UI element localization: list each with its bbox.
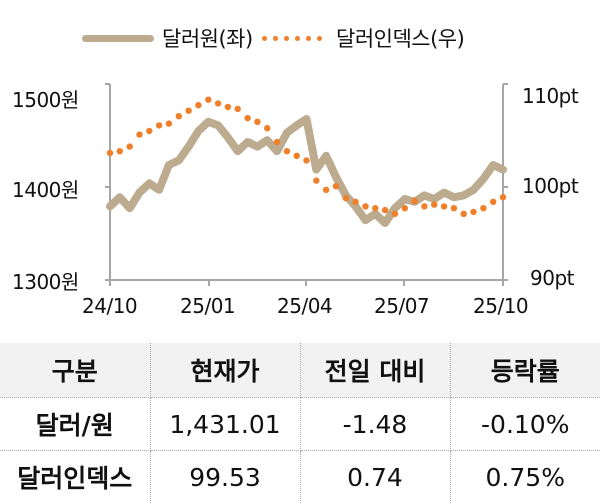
x-tick-2501: 25/01 [180,294,236,318]
header-pct: 등락률 [450,343,600,398]
legend-line-swatch [82,34,154,42]
legend-dots-swatch [262,35,322,41]
table-header-row: 구분 현재가 전일 대비 등락률 [0,343,600,398]
series-dxy [106,96,507,217]
x-tick-2510: 25/10 [473,294,529,318]
y-left-tick-1400: 1400원 [12,178,79,202]
row-name: 달러/원 [0,397,151,451]
row-change: -1.48 [300,397,451,451]
legend-label-usdkrw: 달러원(좌) [162,27,253,51]
y-left-tick-1300: 1300원 [12,270,79,294]
row-pct: 0.75% [485,462,565,492]
chart-legend: 달러원(좌) 달러인덱스(우) [0,20,600,56]
header-change: 전일 대비 [300,343,451,398]
y-right-tick-110: 110pt [522,84,579,108]
row-price: 1,431.01 [150,397,301,451]
y-left-tick-1500: 1500원 [12,88,79,112]
header-price: 현재가 [150,343,301,398]
row-pct: -0.10% [450,397,600,451]
fx-summary-table: 구분 현재가 전일 대비 등락률 달러/원 1,431.01 -1.48 -0.… [0,343,600,503]
series-usdkrw [106,115,507,227]
x-tick-2410: 24/10 [82,294,138,318]
row-price: 99.53 [150,450,301,503]
legend-item-dxy: 달러인덱스(우) [262,20,465,56]
y-right-tick-90: 90pt [530,266,575,290]
x-tick-2507: 25/07 [374,294,430,318]
legend-item-usdkrw: 달러원(좌) [82,20,253,56]
y-right-tick-100: 100pt [522,174,579,198]
table-row: 달러/원 1,431.01 -1.48 -0.10% [0,397,600,451]
legend-label-dxy: 달러인덱스(우) [336,27,465,51]
row-name: 달러인덱스 [0,450,151,503]
line-chart [105,83,508,286]
x-tick-2504: 25/04 [277,294,333,318]
header-category: 구분 [0,343,151,398]
row-change: 0.74 [300,450,451,503]
chart-area: 1500원 1400원 1300원 110pt 100pt 90pt 24/10… [0,60,600,330]
table-row: 달러인덱스 99.53 0.74 0.75% [0,450,600,503]
